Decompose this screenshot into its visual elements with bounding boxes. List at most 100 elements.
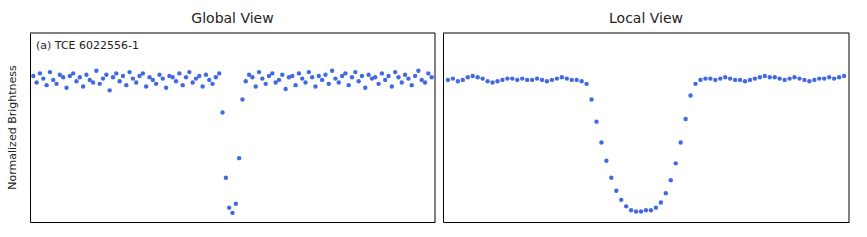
data-point [683, 117, 687, 121]
chart-title: Global View [191, 10, 273, 26]
data-point [461, 78, 465, 82]
data-point [91, 80, 95, 84]
data-point [629, 208, 633, 212]
data-point [257, 70, 261, 74]
data-point [337, 80, 341, 84]
data-point [234, 202, 238, 206]
data-point [204, 73, 208, 77]
data-point [393, 70, 397, 74]
data-point [263, 82, 267, 86]
data-point [317, 74, 321, 78]
data-point [270, 71, 274, 75]
data-point [827, 75, 831, 79]
data-point [664, 191, 668, 195]
data-point [471, 74, 475, 78]
data-point [154, 82, 158, 86]
frame [435, 33, 436, 222]
data-point [797, 76, 801, 80]
data-point [429, 75, 433, 79]
data-point [51, 78, 55, 82]
data-point [515, 78, 519, 82]
data-point [250, 75, 254, 79]
data-point [48, 70, 52, 74]
data-point [466, 75, 470, 79]
data-point [220, 110, 224, 114]
data-point [197, 74, 201, 78]
data-point [403, 73, 407, 77]
data-point [104, 73, 108, 77]
data-point [390, 84, 394, 88]
data-point [240, 97, 244, 101]
data-point [107, 88, 111, 92]
data-point [383, 78, 387, 82]
data-point [157, 73, 161, 77]
data-point [227, 205, 231, 209]
data-point [723, 75, 727, 79]
data-point [61, 75, 65, 79]
data-point [624, 204, 628, 208]
data-point [535, 76, 539, 80]
data-point [214, 75, 218, 79]
data-point [293, 83, 297, 87]
data-point [674, 161, 678, 165]
data-point [565, 76, 569, 80]
data-point [190, 80, 194, 84]
data-point [74, 79, 78, 83]
data-point [748, 78, 752, 82]
data-point [290, 74, 294, 78]
data-point [475, 75, 479, 79]
axis-line [443, 34, 444, 223]
data-point [446, 78, 450, 82]
chart-root: Global View(a) TCE 6022556-1Normalized B… [0, 0, 867, 237]
axis-line [31, 222, 436, 223]
data-point [363, 86, 367, 90]
data-point [380, 71, 384, 75]
data-point [649, 208, 653, 212]
data-point [343, 71, 347, 75]
data-point [277, 78, 281, 82]
data-point [210, 82, 214, 86]
data-point [207, 78, 211, 82]
data-point [34, 80, 38, 84]
data-point [570, 78, 574, 82]
data-point [297, 71, 301, 75]
data-point [117, 79, 121, 83]
data-point [604, 159, 608, 163]
frame [30, 33, 435, 34]
data-point [177, 71, 181, 75]
data-point [703, 76, 707, 80]
data-point [41, 76, 45, 80]
data-point [733, 78, 737, 82]
data-point [777, 76, 781, 80]
data-point [350, 75, 354, 79]
data-point [644, 208, 648, 212]
data-point [555, 76, 559, 80]
data-point [525, 78, 529, 82]
data-point [400, 80, 404, 84]
data-point [530, 78, 534, 82]
data-point [111, 75, 115, 79]
data-point [307, 70, 311, 74]
data-point [545, 79, 549, 83]
data-point [300, 76, 304, 80]
data-point [787, 76, 791, 80]
data-point [31, 74, 35, 78]
data-point [678, 140, 682, 144]
data-point [753, 76, 757, 80]
data-point [812, 78, 816, 82]
data-point [495, 79, 499, 83]
data-point [669, 178, 673, 182]
data-point [184, 75, 188, 79]
data-point [114, 71, 118, 75]
data-point [94, 69, 98, 73]
data-point [84, 73, 88, 77]
data-point [230, 211, 234, 215]
data-point [574, 78, 578, 82]
data-point [500, 78, 504, 82]
data-point [768, 75, 772, 79]
data-point [134, 80, 138, 84]
data-point [386, 74, 390, 78]
chart-title: Local View [609, 10, 683, 26]
data-point [792, 75, 796, 79]
data-point [654, 205, 658, 209]
